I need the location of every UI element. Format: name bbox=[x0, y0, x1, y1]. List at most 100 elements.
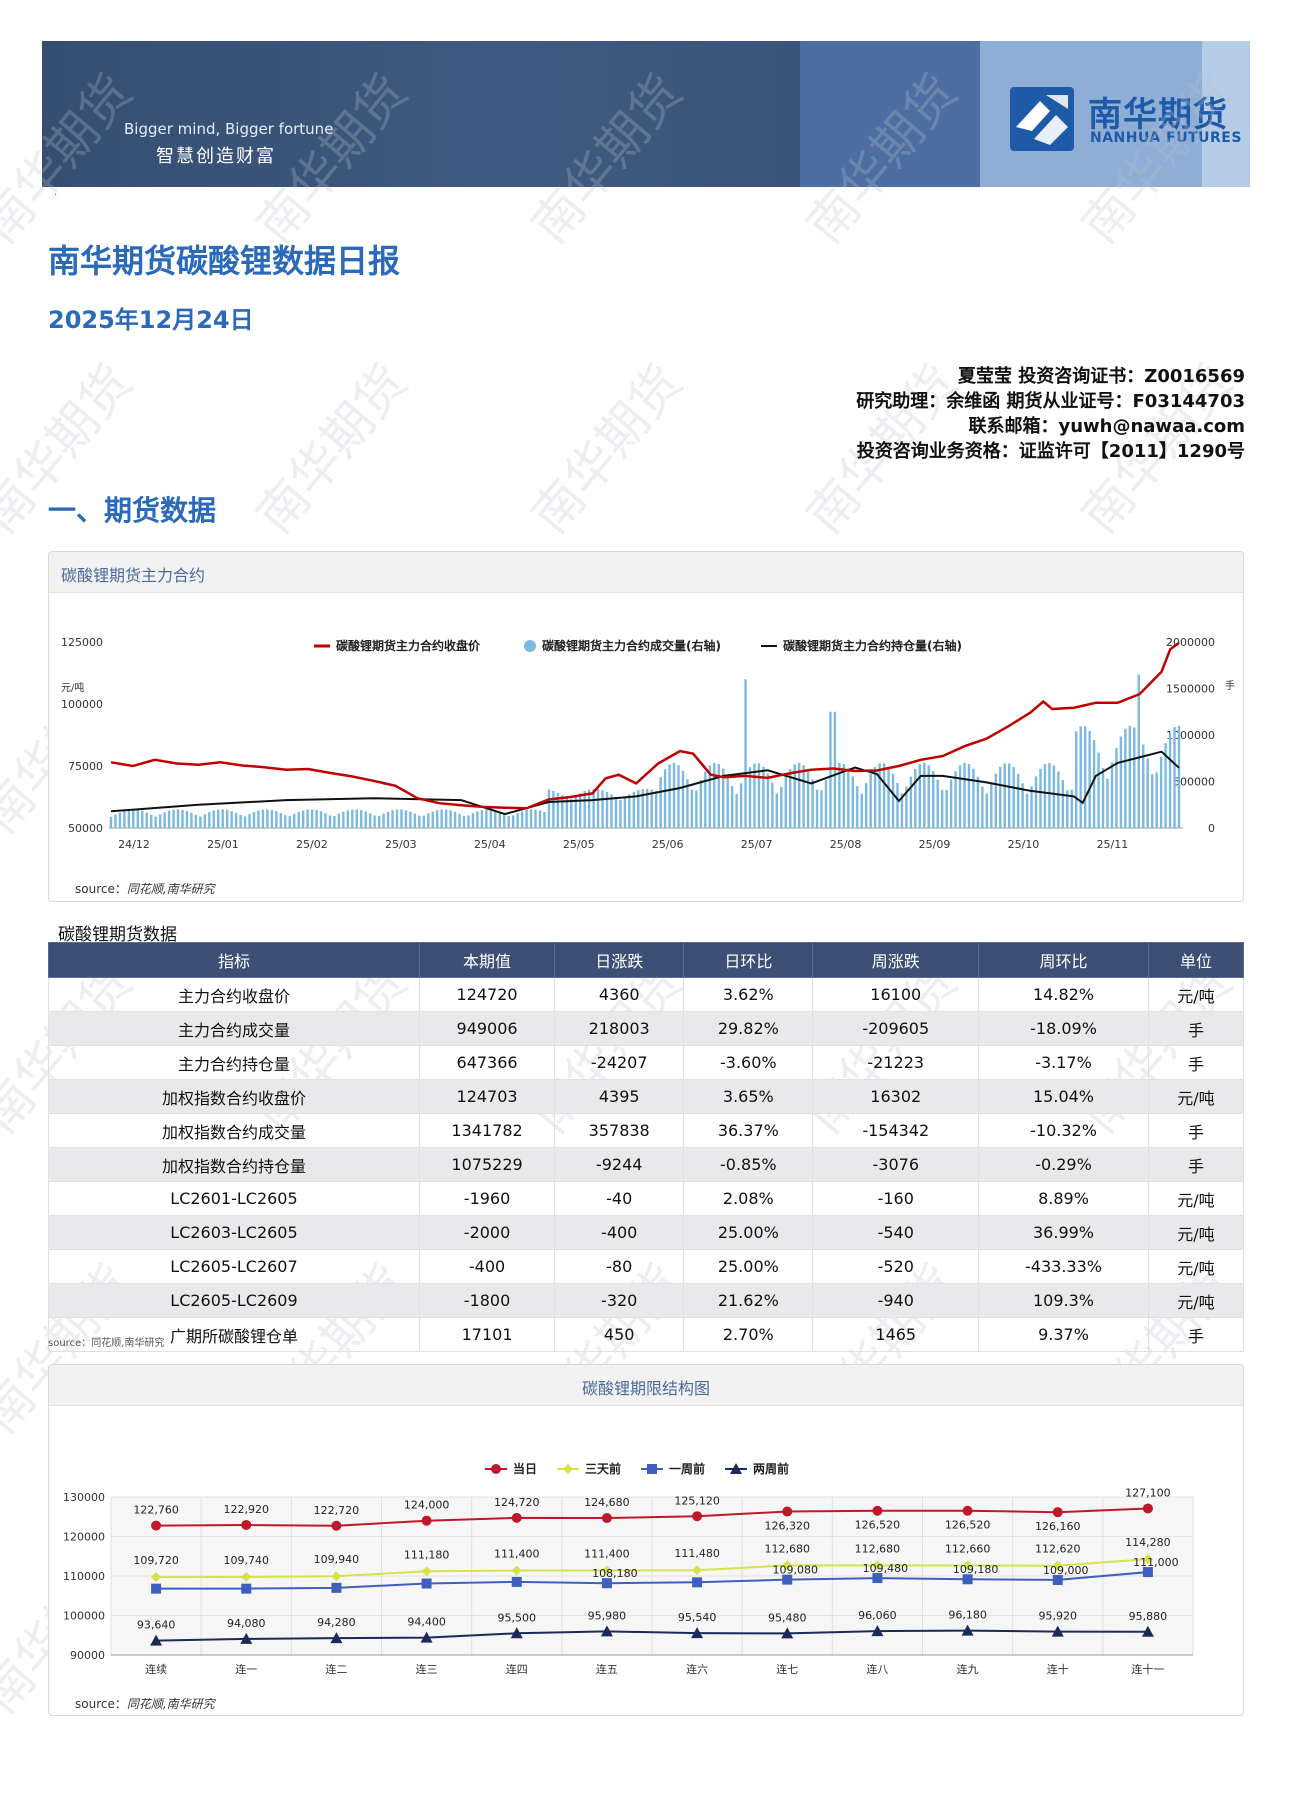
table-cell: 647366 bbox=[418, 1045, 556, 1080]
panel-title: 碳酸锂期限结构图 bbox=[581, 1379, 710, 1398]
table-cell: 21.62% bbox=[683, 1283, 814, 1318]
volume-bar bbox=[279, 813, 283, 828]
volume-bar bbox=[391, 810, 394, 828]
source-label: source： bbox=[75, 882, 127, 896]
logo-text-cn: 南华期货 bbox=[1088, 95, 1228, 135]
volume-bar bbox=[1075, 731, 1078, 828]
data-point bbox=[330, 1632, 343, 1644]
volume-bar bbox=[172, 809, 175, 828]
volume-bar bbox=[1030, 786, 1033, 828]
data-point bbox=[601, 1513, 612, 1524]
table-row: 加权指数合约成交量 1341782 357838 36.37% -154342 -10.3… bbox=[48, 1113, 1245, 1148]
data-point bbox=[151, 1583, 162, 1594]
volume-bar bbox=[395, 809, 399, 828]
table-cell: -1960 bbox=[418, 1181, 556, 1216]
data-label: 94,400 bbox=[407, 1616, 446, 1629]
volume-bar bbox=[123, 810, 126, 828]
volume-bar bbox=[771, 782, 774, 828]
data-point bbox=[730, 1463, 742, 1474]
volume-bar bbox=[1012, 767, 1015, 828]
y-tick-label: 120000 bbox=[63, 1531, 105, 1544]
volume-bar bbox=[529, 809, 533, 828]
volume-bar bbox=[659, 777, 662, 828]
table-cell: 元/吨 bbox=[1147, 1283, 1245, 1318]
banner-band-mid bbox=[800, 41, 980, 187]
data-label: 112,680 bbox=[855, 1542, 901, 1555]
table-cell: 手 bbox=[1147, 1113, 1245, 1148]
x-tick-label: 24/12 bbox=[118, 838, 150, 851]
table-cell: -2000 bbox=[418, 1215, 556, 1250]
data-point bbox=[872, 1505, 883, 1516]
volume-bar bbox=[190, 812, 193, 828]
volume-bar bbox=[136, 809, 140, 828]
data-label: 122,920 bbox=[224, 1503, 270, 1516]
volume-bar bbox=[596, 789, 600, 828]
volume-bar bbox=[293, 813, 296, 828]
table-cell: 元/吨 bbox=[1147, 1181, 1245, 1216]
volume-bar bbox=[838, 762, 841, 828]
data-point bbox=[421, 1515, 432, 1526]
dot-mark: · bbox=[54, 190, 58, 201]
table-cell: -0.85% bbox=[683, 1147, 814, 1182]
volume-bar bbox=[525, 810, 528, 828]
table-cell: -209605 bbox=[812, 1011, 980, 1046]
volume-bar bbox=[310, 809, 314, 828]
volume-bar bbox=[1155, 772, 1158, 828]
legend-label-close-price: 碳酸锂期货主力合约收盘价 bbox=[336, 638, 481, 653]
volume-bar bbox=[614, 797, 618, 828]
table-row: 主力合约成交量 949006 218003 29.82% -209605 -18.09% 手 bbox=[48, 1011, 1245, 1046]
volume-bar bbox=[672, 762, 676, 828]
volume-bar bbox=[686, 779, 689, 828]
volume-bar bbox=[373, 815, 376, 828]
table-cell: -40 bbox=[554, 1181, 685, 1216]
volume-bar bbox=[1124, 728, 1127, 828]
volume-bar bbox=[261, 809, 265, 828]
volume-bar bbox=[476, 811, 479, 828]
data-point bbox=[151, 1520, 162, 1531]
volume-bar bbox=[927, 765, 930, 828]
table-row: LC2601-LC2605 -1960 -40 2.08% -160 8.89% 元/吨 bbox=[48, 1181, 1245, 1216]
data-label: 96,180 bbox=[948, 1609, 987, 1622]
x-tick-label: 25/11 bbox=[1097, 838, 1129, 851]
volume-bar bbox=[252, 812, 256, 828]
volume-bar bbox=[346, 810, 350, 828]
data-point bbox=[692, 1577, 703, 1588]
volume-bar bbox=[306, 809, 309, 828]
table-title: 碳酸锂期货数据 bbox=[58, 925, 177, 945]
table-cell: 1075229 bbox=[418, 1147, 556, 1182]
table-cell: -400 bbox=[554, 1215, 685, 1250]
header-banner: Bigger mind, Bigger fortune 智慧创造财富 南华期货 … bbox=[42, 41, 1250, 187]
x-tick-label: 连三 bbox=[416, 1663, 438, 1676]
data-point bbox=[692, 1565, 703, 1576]
table-cell: -9244 bbox=[554, 1147, 685, 1182]
volume-bar bbox=[404, 810, 408, 828]
table-cell: 元/吨 bbox=[1147, 1249, 1245, 1284]
volume-bar bbox=[1066, 790, 1069, 828]
data-point bbox=[563, 1464, 573, 1474]
data-label: 95,880 bbox=[1129, 1610, 1168, 1623]
volume-bar bbox=[413, 813, 417, 828]
data-label: 122,720 bbox=[314, 1504, 360, 1517]
volume-bar bbox=[914, 768, 917, 828]
legend-label: 三天前 bbox=[585, 1461, 621, 1476]
volume-bar bbox=[650, 789, 653, 828]
volume-bar bbox=[230, 811, 233, 828]
volume-bar bbox=[628, 794, 631, 828]
volume-bar bbox=[905, 786, 908, 828]
left-tick-label: 75000 bbox=[68, 760, 103, 773]
volume-bar bbox=[270, 809, 274, 828]
volume-bar bbox=[284, 815, 287, 828]
data-label: 124,000 bbox=[404, 1499, 450, 1512]
table-cell: -433.33% bbox=[978, 1249, 1149, 1284]
data-label: 108,180 bbox=[592, 1567, 638, 1580]
volume-bar bbox=[1088, 730, 1091, 828]
volume-bar bbox=[730, 786, 734, 828]
table-row: 加权指数合约持仓量 1075229 -9244 -0.85% -3076 -0.29% 手 bbox=[48, 1147, 1245, 1182]
volume-bar bbox=[118, 812, 122, 828]
table-header-cell: 本期值 bbox=[418, 942, 556, 978]
data-point bbox=[782, 1506, 793, 1517]
data-label: 109,080 bbox=[773, 1564, 819, 1577]
table-cell: 2.08% bbox=[683, 1181, 814, 1216]
panel-header: 碳酸锂期限结构图 bbox=[49, 1365, 1243, 1406]
data-point bbox=[1141, 1625, 1154, 1637]
